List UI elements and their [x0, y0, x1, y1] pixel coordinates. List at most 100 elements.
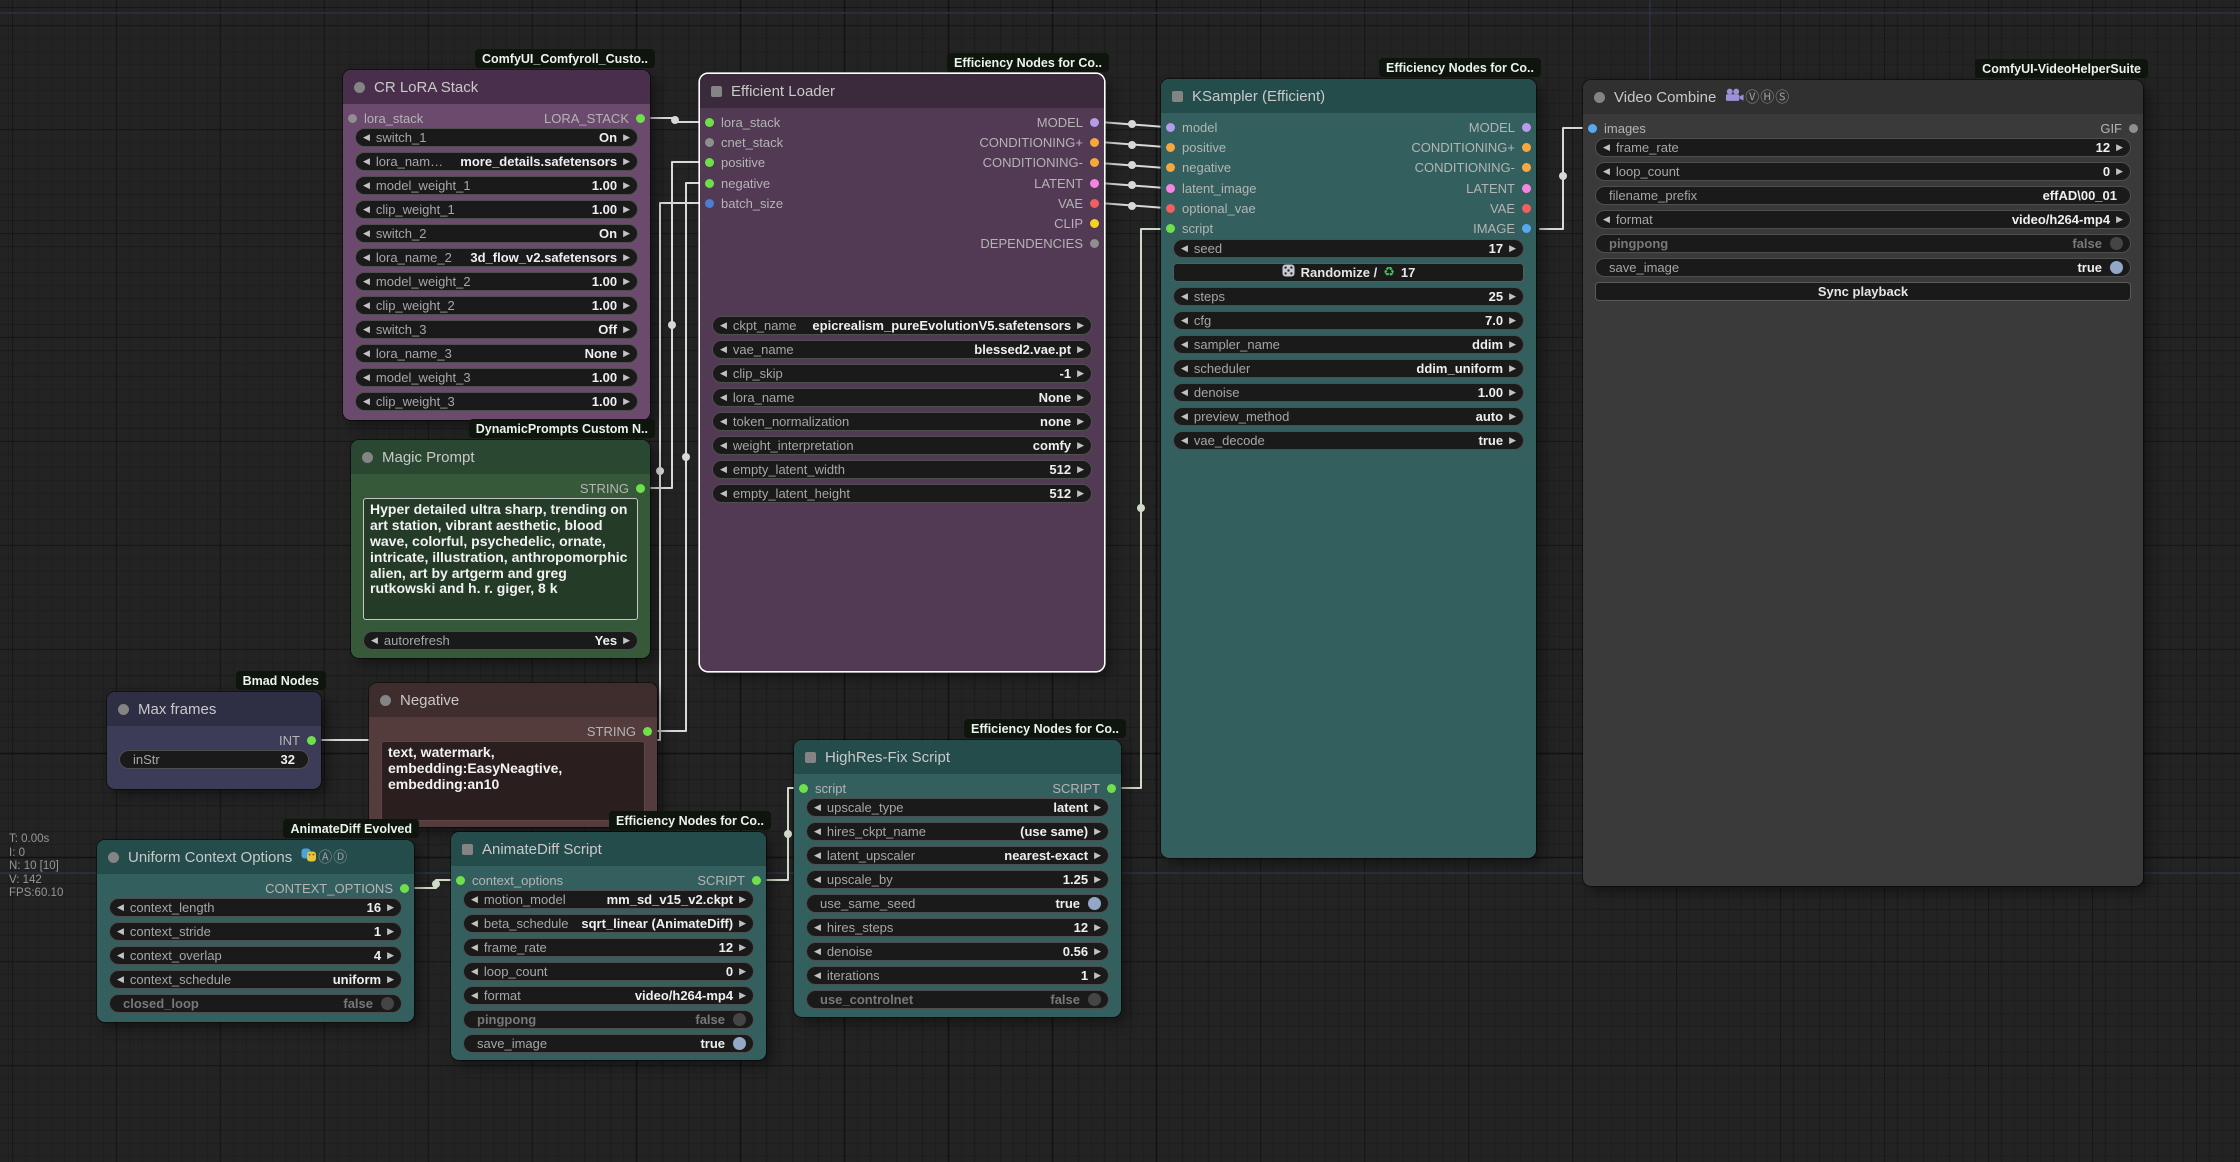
widget-use_controlnet[interactable]: use_controlnet false — [806, 990, 1109, 1010]
node-cr-lora-stack[interactable]: ComfyUI_Comfyroll_Custo.. CR LoRA Stack lo… — [343, 49, 655, 420]
decrement-arrow-icon[interactable]: ◀ — [363, 372, 370, 383]
output-socket-VAE[interactable] — [1522, 203, 1531, 213]
widget-beta_schedule[interactable]: ◀ beta_schedule sqrt_linear (AnimateDiff) ▶ — [463, 914, 754, 934]
toggle-knob-icon[interactable] — [2110, 261, 2123, 275]
widget-model_weight_2[interactable]: ◀ model_weight_2 1.00 ▶ — [355, 272, 638, 292]
decrement-arrow-icon[interactable]: ◀ — [814, 850, 821, 861]
increment-arrow-icon[interactable]: ▶ — [1509, 338, 1516, 349]
input-socket-lora_stack[interactable] — [348, 113, 357, 123]
node-button[interactable]: Sync playback — [1595, 282, 2131, 302]
widget-ckpt_name[interactable]: ◀ ckpt_name epicrealism_pureEvolutionV5.sa… — [712, 316, 1092, 336]
increment-arrow-icon[interactable]: ▶ — [1094, 850, 1101, 861]
widget-empty_latent_height[interactable]: ◀ empty_latent_height 512 ▶ — [712, 484, 1092, 504]
decrement-arrow-icon[interactable]: ◀ — [363, 276, 370, 287]
increment-arrow-icon[interactable]: ▶ — [1094, 922, 1101, 933]
link-midpoint-dot[interactable] — [1559, 172, 1567, 180]
widget-hires_ckpt_name[interactable]: ◀ hires_ckpt_name (use same) ▶ — [806, 822, 1109, 842]
increment-arrow-icon[interactable]: ▶ — [1509, 386, 1516, 397]
input-socket-script[interactable] — [799, 783, 808, 793]
decrement-arrow-icon[interactable]: ◀ — [363, 300, 370, 311]
input-socket-positive[interactable] — [705, 158, 714, 168]
widget-switch_2[interactable]: ◀ switch_2 On ▶ — [355, 224, 638, 244]
increment-arrow-icon[interactable]: ▶ — [1077, 440, 1084, 451]
collapse-circle-icon[interactable] — [118, 703, 129, 715]
output-socket-INT[interactable] — [307, 735, 316, 745]
output-socket-STRING[interactable] — [636, 483, 645, 493]
increment-arrow-icon[interactable]: ▶ — [1509, 362, 1516, 373]
widget-filename_prefix[interactable]: filename_prefix effAD\00_01 — [1595, 186, 2131, 206]
decrement-arrow-icon[interactable]: ◀ — [814, 826, 821, 837]
node-negative[interactable]: Negative STRING text, watermark, embedding… — [369, 683, 657, 827]
input-socket-batch_size[interactable] — [705, 198, 714, 208]
decrement-arrow-icon[interactable]: ◀ — [117, 926, 124, 937]
widget-empty_latent_width[interactable]: ◀ empty_latent_width 512 ▶ — [712, 460, 1092, 480]
widget-scheduler[interactable]: ◀ scheduler ddim_uniform ▶ — [1173, 358, 1524, 378]
collapse-circle-icon[interactable] — [354, 81, 365, 93]
node-max-frames[interactable]: Bmad Nodes Max frames INT inStr 32 — [107, 671, 326, 789]
output-socket-LATENT[interactable] — [1090, 178, 1099, 188]
output-socket-LATENT[interactable] — [1522, 183, 1531, 193]
decrement-arrow-icon[interactable]: ◀ — [363, 324, 370, 335]
increment-arrow-icon[interactable]: ▶ — [1077, 416, 1084, 427]
collapse-circle-icon[interactable] — [380, 694, 391, 706]
output-socket-DEPENDENCIES[interactable] — [1090, 239, 1099, 249]
decrement-arrow-icon[interactable]: ◀ — [1181, 242, 1188, 253]
increment-arrow-icon[interactable]: ▶ — [623, 252, 630, 263]
input-socket-latent_image[interactable] — [1166, 183, 1175, 193]
increment-arrow-icon[interactable]: ▶ — [1509, 434, 1516, 445]
link-midpoint-dot[interactable] — [1128, 120, 1136, 128]
output-socket-CLIP[interactable] — [1090, 219, 1099, 229]
widget-lora_name[interactable]: ◀ lora_name None ▶ — [712, 388, 1092, 408]
node-header[interactable]: KSampler (Efficient) — [1161, 79, 1536, 113]
input-socket-cnet_stack[interactable] — [705, 137, 714, 147]
increment-arrow-icon[interactable]: ▶ — [1094, 802, 1101, 813]
node-magic-prompt[interactable]: DynamicPrompts Custom N.. Magic Prompt STR… — [351, 419, 655, 658]
widget-sampler_name[interactable]: ◀ sampler_name ddim ▶ — [1173, 334, 1524, 354]
increment-arrow-icon[interactable]: ▶ — [623, 396, 630, 407]
link-midpoint-dot[interactable] — [682, 453, 690, 461]
decrement-arrow-icon[interactable]: ◀ — [471, 966, 478, 977]
decrement-arrow-icon[interactable]: ◀ — [363, 348, 370, 359]
widget-pingpong[interactable]: pingpong false — [1595, 234, 2131, 254]
toggle-knob-icon[interactable] — [381, 997, 394, 1011]
widget-context_overlap[interactable]: ◀ context_overlap 4 ▶ — [109, 946, 402, 966]
toggle-knob-icon[interactable] — [1088, 897, 1101, 911]
widget-cfg[interactable]: ◀ cfg 7.0 ▶ — [1173, 310, 1524, 330]
node-header[interactable]: Uniform Context Options Ⓐ Ⓓ — [97, 840, 414, 874]
output-socket-MODEL[interactable] — [1090, 117, 1099, 127]
widget-save_image[interactable]: save_image true — [1595, 258, 2131, 278]
node-header[interactable]: Magic Prompt — [351, 440, 650, 474]
prompt-textarea[interactable]: Hyper detailed ultra sharp, trending on … — [363, 498, 638, 621]
decrement-arrow-icon[interactable]: ◀ — [1603, 166, 1610, 177]
widget-hires_steps[interactable]: ◀ hires_steps 12 ▶ — [806, 918, 1109, 938]
node-video-combine[interactable]: ComfyUI-VideoHelperSuite Video Combine Ⓥ Ⓗ Ⓢ… — [1583, 59, 2148, 886]
decrement-arrow-icon[interactable]: ◀ — [471, 942, 478, 953]
widget-switch_1[interactable]: ◀ switch_1 On ▶ — [355, 128, 638, 148]
decrement-arrow-icon[interactable]: ◀ — [1603, 142, 1610, 153]
node-button[interactable]: Randomize / ♻ 17 — [1173, 262, 1524, 282]
input-socket-lora_stack[interactable] — [705, 117, 714, 127]
link-midpoint-dot[interactable] — [1128, 202, 1136, 210]
collapse-circle-icon[interactable] — [1594, 91, 1605, 103]
output-socket-CONTEXT_OPTIONS[interactable] — [400, 883, 409, 893]
increment-arrow-icon[interactable]: ▶ — [1077, 392, 1084, 403]
increment-arrow-icon[interactable]: ▶ — [623, 324, 630, 335]
increment-arrow-icon[interactable]: ▶ — [1077, 344, 1084, 355]
increment-arrow-icon[interactable]: ▶ — [1077, 488, 1084, 499]
increment-arrow-icon[interactable]: ▶ — [2116, 214, 2123, 225]
output-socket-VAE[interactable] — [1090, 198, 1099, 208]
widget-clip_weight_3[interactable]: ◀ clip_weight_3 1.00 ▶ — [355, 392, 638, 412]
widget-preview_method[interactable]: ◀ preview_method auto ▶ — [1173, 406, 1524, 426]
decrement-arrow-icon[interactable]: ◀ — [720, 440, 727, 451]
widget-motion_model[interactable]: ◀ motion_model mm_sd_v15_v2.ckpt ▶ — [463, 890, 754, 910]
decrement-arrow-icon[interactable]: ◀ — [363, 132, 370, 143]
input-socket-optional_vae[interactable] — [1166, 203, 1175, 213]
widget-frame_rate[interactable]: ◀ frame_rate 12 ▶ — [1595, 138, 2131, 158]
output-socket-CONDITIONING+[interactable] — [1090, 137, 1099, 147]
widget-lora_name_3[interactable]: ◀ lora_name_3 None ▶ — [355, 344, 638, 364]
output-socket-LORA_STACK[interactable] — [636, 113, 645, 123]
node-efficient-loader[interactable]: Efficiency Nodes for Co.. Efficient Loade… — [700, 53, 1109, 671]
input-socket-model[interactable] — [1166, 122, 1175, 132]
increment-arrow-icon[interactable]: ▶ — [739, 966, 746, 977]
decrement-arrow-icon[interactable]: ◀ — [1181, 338, 1188, 349]
